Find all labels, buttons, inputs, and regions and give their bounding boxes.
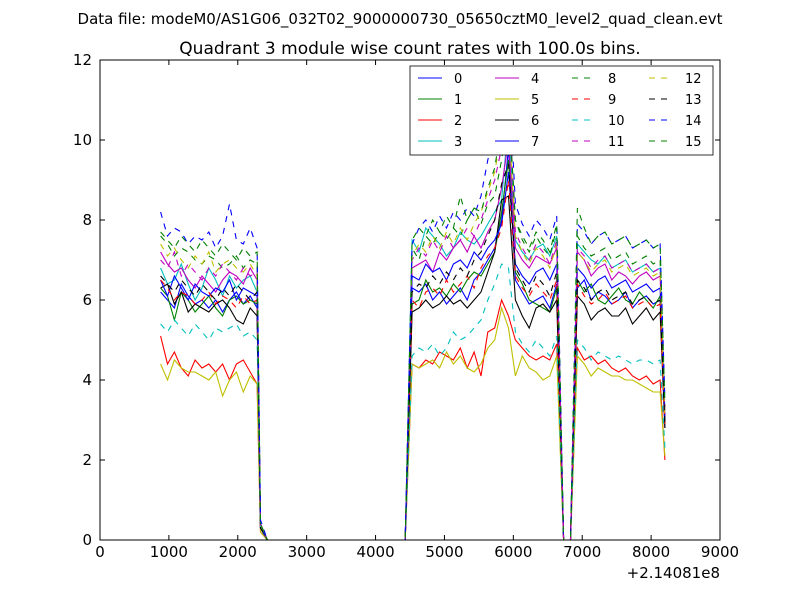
legend-label-2: 2	[454, 114, 462, 129]
legend-label-1: 1	[454, 93, 462, 108]
series-line-7	[160, 171, 666, 541]
legend-label-6: 6	[531, 114, 539, 129]
series-line-10	[160, 263, 666, 541]
x-tick-label: 5000	[425, 543, 463, 561]
x-tick-label: 3000	[288, 543, 326, 561]
series-line-12	[160, 115, 666, 541]
plot-area	[160, 67, 666, 541]
legend-frame	[409, 65, 714, 156]
x-tick-label: 4000	[356, 543, 394, 561]
y-tick-label: 6	[82, 291, 92, 309]
series-line-8	[160, 107, 666, 541]
legend-label-13: 13	[685, 93, 702, 108]
series-line-9	[160, 179, 666, 541]
x-tick-label: 7000	[563, 543, 601, 561]
x-tick-label: 9000	[701, 543, 739, 561]
series-line-2	[160, 298, 666, 541]
legend-label-4: 4	[531, 72, 539, 87]
y-tick-label: 2	[82, 451, 92, 469]
x-offset-label: +2.14081e8	[627, 564, 720, 582]
legend-label-8: 8	[608, 72, 616, 87]
y-tick-label: 10	[73, 131, 92, 149]
series-line-3	[160, 119, 666, 541]
y-tick-label: 4	[82, 371, 92, 389]
x-tick-label: 6000	[494, 543, 532, 561]
series-line-13	[160, 163, 666, 541]
legend-label-14: 14	[685, 114, 702, 129]
legend-label-0: 0	[454, 72, 462, 87]
legend-label-3: 3	[454, 135, 462, 150]
x-tick-label: 2000	[219, 543, 257, 561]
legend-label-9: 9	[608, 93, 616, 108]
series-line-1	[160, 159, 666, 541]
x-tick-label: 1000	[150, 543, 188, 561]
y-tick-label: 8	[82, 211, 92, 229]
series-line-4	[160, 139, 666, 541]
legend-label-10: 10	[608, 114, 625, 129]
x-axis: 0 1000 2000 3000 4000 5000 6000 7000 8000 9000	[95, 60, 739, 561]
series-line-6	[160, 195, 666, 541]
legend-label-15: 15	[685, 135, 702, 150]
legend-label-7: 7	[531, 135, 539, 150]
figure-suptitle: Data file: modeM0/AS1G06_032T02_90000007…	[78, 10, 723, 29]
series-line-5	[160, 305, 666, 541]
axes-title: Quadrant 3 module wise count rates with …	[179, 39, 640, 59]
y-tick-label: 0	[82, 531, 92, 549]
series-line-0	[160, 147, 666, 541]
x-tick-label: 0	[95, 543, 105, 561]
x-tick-label: 8000	[632, 543, 670, 561]
legend-label-5: 5	[531, 93, 539, 108]
legend-label-11: 11	[608, 135, 625, 150]
y-tick-label: 12	[73, 51, 92, 69]
legend-label-12: 12	[685, 72, 702, 87]
